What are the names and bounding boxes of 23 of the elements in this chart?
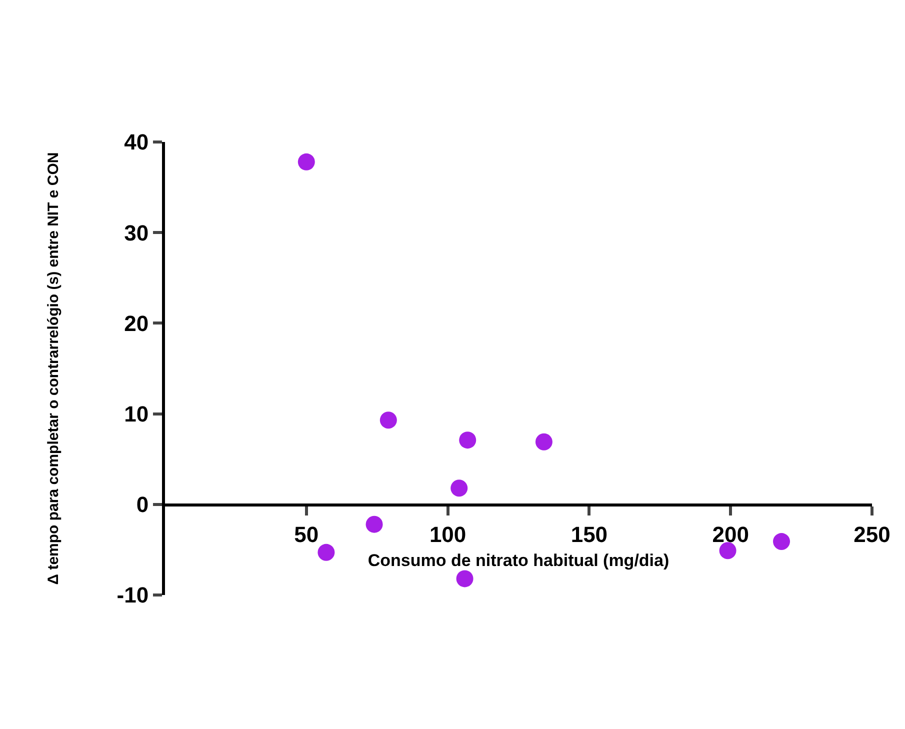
x-tick-label: 150 bbox=[570, 522, 608, 547]
point bbox=[773, 533, 790, 550]
point bbox=[318, 544, 335, 561]
point bbox=[450, 480, 468, 497]
y-tick-label: 10 bbox=[124, 402, 149, 426]
point bbox=[719, 542, 736, 560]
point bbox=[380, 412, 397, 429]
x-tick-label: 200 bbox=[712, 522, 749, 547]
x-axis-title: Consumo de nitrato habitual (mg/dia) bbox=[368, 551, 670, 570]
point bbox=[298, 153, 315, 170]
y-axis-title: Δ tempo para completar o contrarrelógio (s) entre NIT e CON bbox=[45, 152, 62, 585]
y-tick-label: -10 bbox=[116, 582, 149, 608]
y-tick-label: 30 bbox=[124, 220, 149, 246]
point bbox=[366, 516, 383, 533]
x-tick-label: 100 bbox=[429, 522, 466, 547]
y-tick-label: 20 bbox=[124, 310, 149, 336]
y-tick-label: 0 bbox=[136, 492, 149, 518]
x-tick-label: 50 bbox=[294, 522, 319, 547]
y-tick-label: 40 bbox=[124, 130, 149, 155]
point bbox=[535, 433, 552, 450]
point bbox=[459, 432, 476, 449]
x-tick-label: 250 bbox=[854, 522, 890, 547]
point bbox=[456, 570, 474, 588]
